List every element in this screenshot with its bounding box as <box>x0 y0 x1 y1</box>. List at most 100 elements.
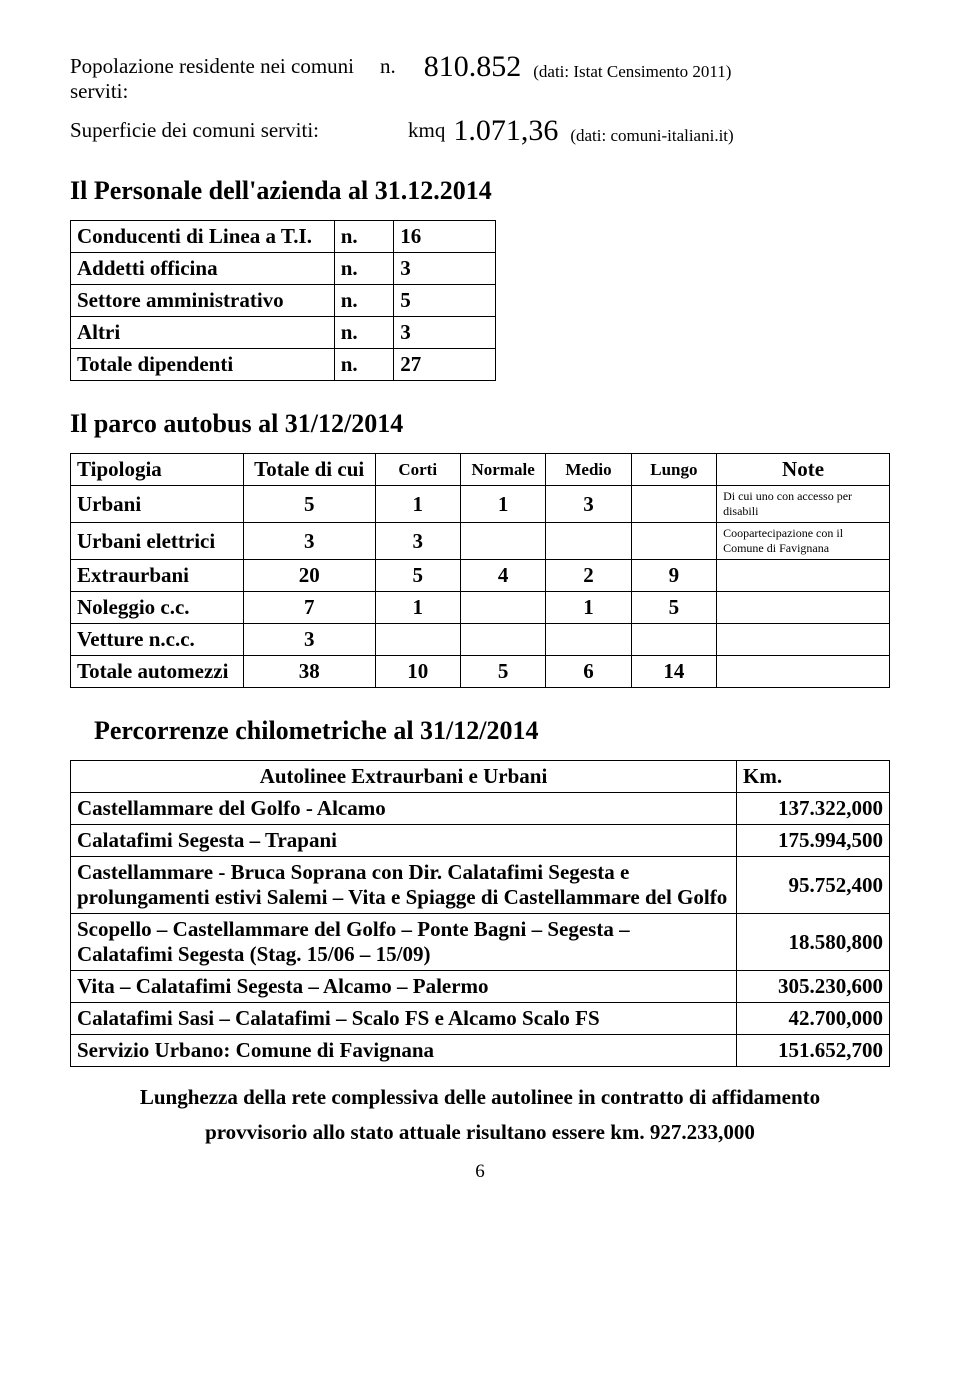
table-row: Altrin.3 <box>71 317 496 349</box>
autobus-label: Urbani <box>71 486 244 523</box>
autobus-note: Coopartecipazione con il Comune di Favig… <box>717 523 890 560</box>
table-row: Settore amministrativon.5 <box>71 285 496 317</box>
personnel-unit: n. <box>334 221 394 253</box>
percorrenze-header-route: Autolinee Extraurbani e Urbani <box>71 761 737 793</box>
surface-note: (dati: comuni-italiani.it) <box>570 118 733 148</box>
percorrenze-title: Percorrenze chilometriche al 31/12/2014 <box>94 716 890 746</box>
percorrenze-route: Vita – Calatafimi Segesta – Alcamo – Pal… <box>71 971 737 1003</box>
autobus-medio <box>546 624 631 656</box>
autobus-lungo: 9 <box>631 560 716 592</box>
autobus-header: Tipologia <box>71 454 244 486</box>
autobus-header: Note <box>717 454 890 486</box>
percorrenze-route: Castellammare - Bruca Soprana con Dir. C… <box>71 857 737 914</box>
table-row: Servizio Urbano: Comune di Favignana151.… <box>71 1035 890 1067</box>
autobus-medio: 6 <box>546 656 631 688</box>
percorrenze-header-km: Km. <box>737 761 890 793</box>
table-row: Addetti officinan.3 <box>71 253 496 285</box>
autobus-label: Vetture n.c.c. <box>71 624 244 656</box>
personnel-unit: n. <box>334 317 394 349</box>
percorrenze-km: 151.652,700 <box>737 1035 890 1067</box>
autobus-tot: 5 <box>243 486 375 523</box>
population-prefix: n. <box>380 54 396 104</box>
population-value: 810.852 <box>424 50 522 104</box>
autobus-corti <box>375 624 460 656</box>
autobus-normale <box>460 624 545 656</box>
autobus-normale: 4 <box>460 560 545 592</box>
table-row: Urbani5113Di cui uno con accesso per dis… <box>71 486 890 523</box>
autobus-header: Corti <box>375 454 460 486</box>
autobus-header: Medio <box>546 454 631 486</box>
autobus-label: Totale automezzi <box>71 656 244 688</box>
population-row: Popolazione residente nei comuni serviti… <box>70 54 890 104</box>
table-row: Conducenti di Linea a T.I.n.16 <box>71 221 496 253</box>
autobus-tot: 3 <box>243 624 375 656</box>
population-label: Popolazione residente nei comuni serviti… <box>70 54 380 104</box>
autobus-medio: 2 <box>546 560 631 592</box>
personnel-unit: n. <box>334 253 394 285</box>
table-row: Vetture n.c.c.3 <box>71 624 890 656</box>
personnel-value: 3 <box>394 253 496 285</box>
personnel-label: Conducenti di Linea a T.I. <box>71 221 335 253</box>
percorrenze-km: 137.322,000 <box>737 793 890 825</box>
autobus-label: Extraurbani <box>71 560 244 592</box>
percorrenze-route: Castellammare del Golfo - Alcamo <box>71 793 737 825</box>
autobus-corti: 3 <box>375 523 460 560</box>
table-row: Castellammare del Golfo - Alcamo137.322,… <box>71 793 890 825</box>
autobus-medio <box>546 523 631 560</box>
personnel-label: Altri <box>71 317 335 349</box>
personnel-label: Addetti officina <box>71 253 335 285</box>
autobus-corti: 1 <box>375 486 460 523</box>
surface-prefix: kmq <box>408 118 445 148</box>
footer-line-2: provvisorio allo stato attuale risultano… <box>70 1120 890 1145</box>
autobus-corti: 10 <box>375 656 460 688</box>
percorrenze-km: 95.752,400 <box>737 857 890 914</box>
personnel-table: Conducenti di Linea a T.I.n.16Addetti of… <box>70 220 496 381</box>
percorrenze-km: 175.994,500 <box>737 825 890 857</box>
autobus-lungo <box>631 486 716 523</box>
personnel-unit: n. <box>334 349 394 381</box>
autobus-lungo <box>631 523 716 560</box>
surface-value: 1.071,36 <box>453 114 558 148</box>
personnel-label: Totale dipendenti <box>71 349 335 381</box>
surface-label: Superficie dei comuni serviti: <box>70 118 380 148</box>
autobus-tot: 38 <box>243 656 375 688</box>
autobus-table: TipologiaTotale di cuiCortiNormaleMedioL… <box>70 453 890 688</box>
percorrenze-route: Calatafimi Segesta – Trapani <box>71 825 737 857</box>
percorrenze-km: 18.580,800 <box>737 914 890 971</box>
autobus-corti: 5 <box>375 560 460 592</box>
autobus-header: Lungo <box>631 454 716 486</box>
percorrenze-route: Scopello – Castellammare del Golfo – Pon… <box>71 914 737 971</box>
table-row: Noleggio c.c.7115 <box>71 592 890 624</box>
autobus-medio: 1 <box>546 592 631 624</box>
table-row: Totale dipendentin.27 <box>71 349 496 381</box>
table-row: Castellammare - Bruca Soprana con Dir. C… <box>71 857 890 914</box>
autobus-tot: 7 <box>243 592 375 624</box>
surface-row: Superficie dei comuni serviti: kmq 1.071… <box>70 118 890 148</box>
percorrenze-route: Servizio Urbano: Comune di Favignana <box>71 1035 737 1067</box>
autobus-medio: 3 <box>546 486 631 523</box>
personnel-value: 3 <box>394 317 496 349</box>
autobus-tot: 20 <box>243 560 375 592</box>
autobus-label: Urbani elettrici <box>71 523 244 560</box>
autobus-header: Totale di cui <box>243 454 375 486</box>
percorrenze-km: 305.230,600 <box>737 971 890 1003</box>
table-row: Totale automezzi38105614 <box>71 656 890 688</box>
personnel-value: 16 <box>394 221 496 253</box>
autobus-lungo <box>631 624 716 656</box>
table-row: Extraurbani205429 <box>71 560 890 592</box>
autobus-normale: 1 <box>460 486 545 523</box>
autobus-note <box>717 656 890 688</box>
personnel-value: 5 <box>394 285 496 317</box>
autobus-title: Il parco autobus al 31/12/2014 <box>70 409 890 439</box>
table-row: Vita – Calatafimi Segesta – Alcamo – Pal… <box>71 971 890 1003</box>
personnel-title: Il Personale dell'azienda al 31.12.2014 <box>70 176 890 206</box>
autobus-corti: 1 <box>375 592 460 624</box>
table-row: Urbani elettrici33Coopartecipazione con … <box>71 523 890 560</box>
autobus-lungo: 14 <box>631 656 716 688</box>
table-row: Calatafimi Sasi – Calatafimi – Scalo FS … <box>71 1003 890 1035</box>
autobus-header: Normale <box>460 454 545 486</box>
autobus-tot: 3 <box>243 523 375 560</box>
table-row: Calatafimi Segesta – Trapani175.994,500 <box>71 825 890 857</box>
autobus-lungo: 5 <box>631 592 716 624</box>
autobus-normale: 5 <box>460 656 545 688</box>
